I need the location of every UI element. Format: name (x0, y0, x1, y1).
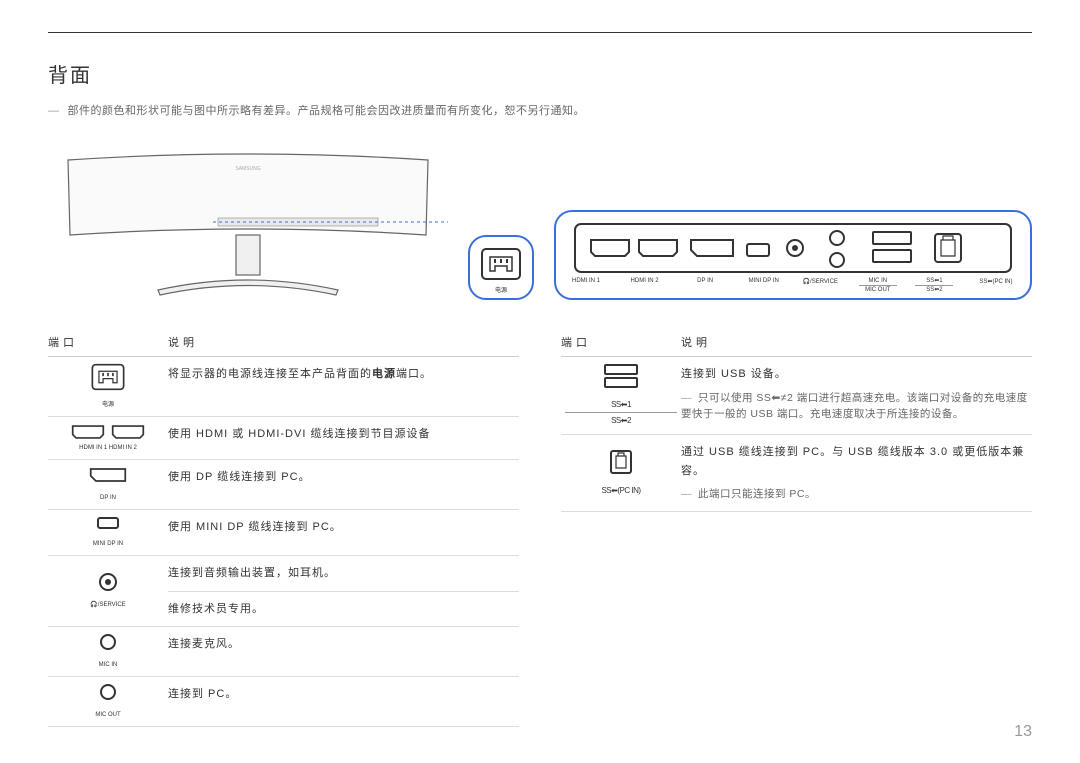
th-port: 端口 (48, 328, 168, 357)
desc-cell: 维修技术员专用。 (168, 591, 519, 627)
table-header-row: 端口 说明 (561, 328, 1032, 357)
ports-labels: HDMI IN 1 HDMI IN 2 DP IN MINI DP IN 🎧/S… (566, 278, 1020, 294)
usb-a-icon (603, 363, 639, 389)
usb-b-icon (609, 449, 633, 475)
tables-columns: 端口 说明 电源 将显示器的电源线连接至本产品背面的电源端口。 (48, 328, 1032, 727)
desc-cell: 连接到 USB 设备。 只可以使用 SS⬅≠2 端口进行超高速充电。该端口对设备… (681, 357, 1032, 435)
mini-dp-icon (96, 516, 120, 530)
power-port-enlarge: 电源 (468, 235, 534, 300)
dp-icon (89, 466, 127, 484)
right-column: 端口 说明 SS⬅1 SS⬅2 连接到 USB 设备。 只可以使用 SS⬅≠2 … (561, 328, 1032, 727)
svg-text:SAMSUNG: SAMSUNG (235, 166, 260, 172)
table-row: MIC IN 连接麦克风。 (48, 627, 519, 677)
table-row: 电源 将显示器的电源线连接至本产品背面的电源端口。 (48, 357, 519, 417)
monitor-rear-illustration: SAMSUNG (48, 140, 448, 300)
desc-cell: 连接到 PC。 (168, 677, 519, 727)
desc-cell: 使用 DP 缆线连接到 PC。 (168, 460, 519, 510)
page-title: 背面 (48, 59, 1032, 88)
ports-panel-enlarge: HDMI IN 1 HDMI IN 2 DP IN MINI DP IN 🎧/S… (554, 210, 1032, 300)
hdmi-icon (111, 423, 145, 441)
hdmi-icon (71, 423, 105, 441)
left-ports-table: 端口 说明 电源 将显示器的电源线连接至本产品背面的电源端口。 (48, 328, 519, 727)
table-row: HDMI IN 1 HDMI IN 2 使用 HDMI 或 HDMI-DVI 缆… (48, 416, 519, 459)
table-row: SS⬅1 SS⬅2 连接到 USB 设备。 只可以使用 SS⬅≠2 端口进行超高… (561, 357, 1032, 435)
sub-note: 只可以使用 SS⬅≠2 端口进行超高速充电。该端口对设备的充电速度要快于一般的 … (681, 390, 1032, 424)
page-number: 13 (1014, 723, 1032, 741)
disclaimer: 部件的颜色和形状可能与图中所示略有差异。产品规格可能会因改进质量而有所变化，恕不… (48, 102, 1032, 118)
table-row: DP IN 使用 DP 缆线连接到 PC。 (48, 460, 519, 510)
desc-cell: 连接到音频输出装置，如耳机。 (168, 555, 519, 591)
mic-in-icon (99, 633, 117, 651)
right-ports-table: 端口 说明 SS⬅1 SS⬅2 连接到 USB 设备。 只可以使用 SS⬅≠2 … (561, 328, 1032, 512)
table-row: 🎧/SERVICE 连接到音频输出装置，如耳机。 (48, 555, 519, 591)
th-desc: 说明 (681, 328, 1032, 357)
desc-cell: 将显示器的电源线连接至本产品背面的电源端口。 (168, 357, 519, 417)
th-port: 端口 (561, 328, 681, 357)
table-header-row: 端口 说明 (48, 328, 519, 357)
table-row: MINI DP IN 使用 MINI DP 缆线连接到 PC。 (48, 509, 519, 555)
power-port-icon (90, 363, 126, 391)
desc-cell: 使用 HDMI 或 HDMI-DVI 缆线连接到节目源设备 (168, 416, 519, 459)
sub-note: 此端口只能连接到 PC。 (681, 486, 1032, 503)
diagram-row: SAMSUNG 电源 (48, 140, 1032, 300)
table-row: SS⬅(PC IN) 通过 USB 缆线连接到 PC。与 USB 缆线版本 3.… (561, 434, 1032, 511)
left-column: 端口 说明 电源 将显示器的电源线连接至本产品背面的电源端口。 (48, 328, 519, 727)
mic-out-icon (99, 683, 117, 701)
desc-cell: 连接麦克风。 (168, 627, 519, 677)
power-label: 电源 (495, 285, 507, 294)
desc-cell: 使用 MINI DP 缆线连接到 PC。 (168, 509, 519, 555)
top-rule (48, 32, 1032, 33)
th-desc: 说明 (168, 328, 519, 357)
power-port-icon (480, 247, 522, 281)
ports-panel-icon (566, 222, 1020, 274)
desc-cell: 通过 USB 缆线连接到 PC。与 USB 缆线版本 3.0 或更低版本兼容。 … (681, 434, 1032, 511)
headphone-jack-icon (98, 572, 118, 592)
table-row: MIC OUT 连接到 PC。 (48, 677, 519, 727)
